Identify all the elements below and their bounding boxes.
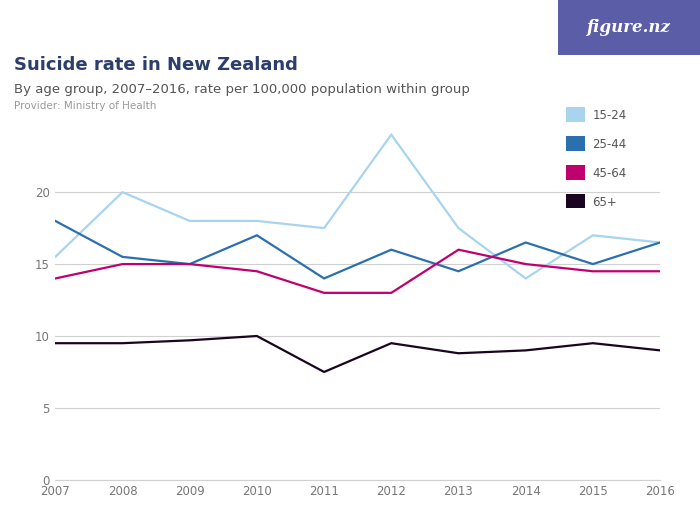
Text: 45-64: 45-64: [592, 167, 626, 180]
Text: 65+: 65+: [592, 196, 617, 208]
Text: Suicide rate in New Zealand: Suicide rate in New Zealand: [14, 56, 298, 74]
Text: figure.nz: figure.nz: [587, 19, 671, 36]
Text: 15-24: 15-24: [592, 109, 626, 122]
Text: Provider: Ministry of Health: Provider: Ministry of Health: [14, 101, 156, 111]
Text: 25-44: 25-44: [592, 138, 626, 151]
Text: By age group, 2007–2016, rate per 100,000 population within group: By age group, 2007–2016, rate per 100,00…: [14, 83, 470, 96]
